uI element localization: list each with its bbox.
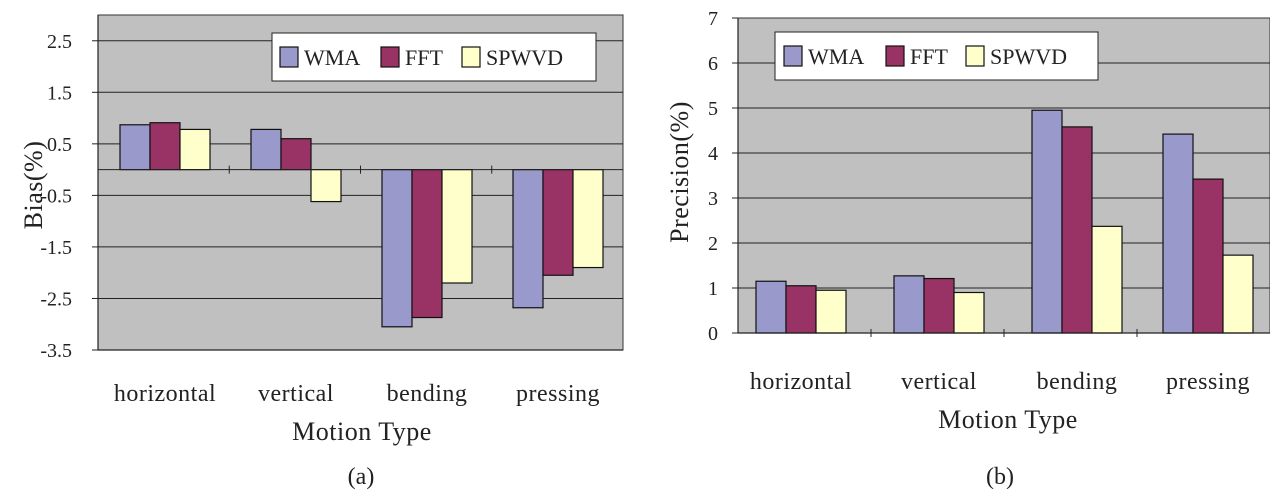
y-axis-title-b: Precision(%) (665, 101, 694, 243)
x-category-label: horizontal (114, 381, 216, 407)
bar-fft-vertical (923, 277, 955, 334)
legend-box-b (774, 31, 1099, 81)
bar-fft-vertical (280, 138, 312, 171)
bar-spwvd-pressing (1222, 254, 1254, 334)
y-tick-label: -1.5 (40, 237, 72, 259)
bar-fft-bending (1061, 126, 1093, 334)
bar-spwvd-pressing (572, 169, 604, 269)
bar-spwvd-vertical (310, 169, 342, 203)
x-axis-title-b: Motion Type (938, 405, 1078, 434)
legend-label-wma: WMA (304, 45, 360, 70)
y-tick-label: 2 (708, 233, 718, 255)
bar-wma-vertical (893, 275, 925, 334)
bar-fft-pressing (542, 169, 574, 276)
y-tick-label: 5 (708, 98, 718, 120)
legend-label-spwvd: SPWVD (486, 45, 563, 70)
y-tick-label: 2.5 (47, 31, 72, 53)
bar-wma-bending (381, 169, 413, 328)
legend-swatch-wma (279, 46, 299, 68)
bar-wma-pressing (512, 169, 544, 309)
legend-swatch-wma (783, 45, 803, 67)
y-tick-label: 0.5 (47, 134, 72, 156)
bar-wma-vertical (250, 128, 282, 171)
bar-fft-horizontal (785, 285, 817, 334)
bar-wma-bending (1031, 109, 1063, 334)
legend-label-fft: FFT (910, 44, 948, 69)
x-category-label: bending (387, 381, 468, 407)
y-tick-label: -3.5 (40, 340, 72, 362)
y-tick-label: -0.5 (40, 185, 72, 207)
bar-spwvd-bending (1091, 225, 1123, 334)
legend-label-wma: WMA (808, 44, 864, 69)
x-category-label: pressing (516, 381, 600, 407)
y-tick-label: 4 (708, 143, 718, 165)
bar-spwvd-vertical (953, 291, 985, 334)
bar-wma-horizontal (755, 280, 787, 334)
x-category-label: pressing (1166, 369, 1250, 395)
axes-b: 0 1 2 3 4 5 6 7 horizontal vertical bending pressin… (708, 8, 1270, 395)
y-tick-label: 0 (708, 323, 718, 345)
legend-swatch-spwvd (461, 46, 481, 68)
x-category-label: vertical (258, 381, 334, 407)
caption-a: (a) (348, 464, 375, 490)
bars-b (755, 109, 1254, 334)
chart-a: 2.5 1.5 0.5 -0.5 -1.5 -2.5 -3.5 horizontal verti… (19, 14, 624, 490)
caption-b: (b) (986, 464, 1014, 490)
x-axis-title-a: Motion Type (292, 417, 432, 446)
bar-wma-horizontal (119, 124, 151, 171)
bar-fft-bending (411, 169, 443, 319)
legend-label-spwvd: SPWVD (990, 44, 1067, 69)
bar-spwvd-horizontal (179, 128, 211, 171)
y-axis-title-a: Bias(%) (19, 141, 48, 230)
y-tick-label: 1 (708, 278, 718, 300)
y-tick-label: 6 (708, 53, 718, 75)
legend-b: WMA FFT SPWVD (774, 31, 1099, 81)
legend-label-fft: FFT (405, 45, 443, 70)
legend-swatch-fft (380, 46, 400, 68)
bar-spwvd-horizontal (815, 289, 847, 334)
x-category-label: horizontal (750, 369, 852, 395)
chart-b: 0 1 2 3 4 5 6 7 horizontal vertical bending pressin… (665, 8, 1270, 490)
y-tick-label: 3 (708, 188, 718, 210)
axes-a: 2.5 1.5 0.5 -0.5 -1.5 -2.5 -3.5 horizontal verti… (40, 15, 623, 407)
x-category-label: vertical (901, 369, 977, 395)
legend-swatch-fft (885, 45, 905, 67)
x-category-label: bending (1037, 369, 1118, 395)
y-tick-label: -2.5 (40, 288, 72, 310)
bar-fft-horizontal (149, 122, 181, 171)
bar-spwvd-bending (441, 169, 473, 284)
y-tick-label: 7 (708, 8, 718, 30)
bar-fft-pressing (1192, 178, 1224, 334)
legend-box-a (271, 32, 597, 82)
bar-wma-pressing (1162, 133, 1194, 334)
legend-a: WMA FFT SPWVD (271, 32, 597, 82)
legend-swatch-spwvd (965, 45, 985, 67)
y-tick-label: 1.5 (47, 82, 72, 104)
